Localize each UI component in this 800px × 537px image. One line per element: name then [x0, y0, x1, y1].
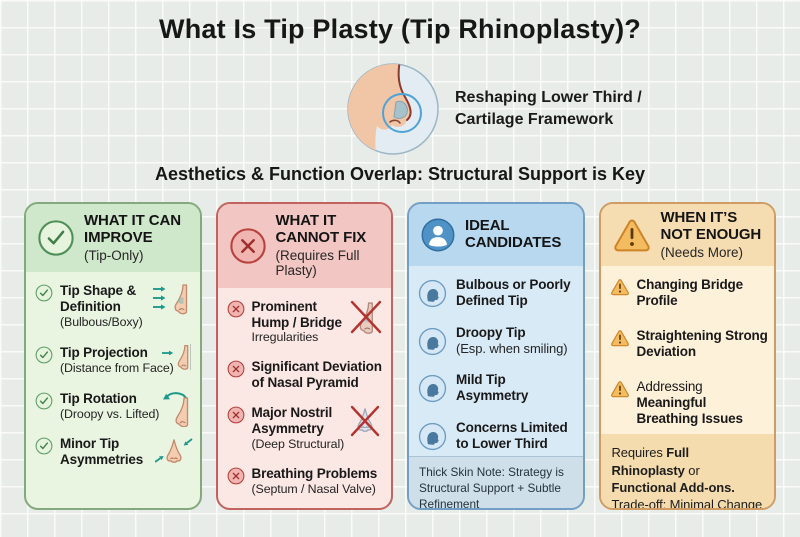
x-circle-icon [227, 360, 245, 378]
hero-section: Reshaping Lower Third / Cartilage Framew… [346, 62, 642, 156]
list-item: Straightening Strong Deviation [610, 328, 769, 360]
check-circle-icon [35, 392, 53, 410]
hero-caption: Reshaping Lower Third / Cartilage Framew… [455, 87, 642, 131]
card-title: WHEN IT’S NOT ENOUGH [660, 208, 762, 243]
x-circle-icon [229, 227, 267, 265]
warning-triangle-icon [612, 217, 652, 253]
hero-caption-line1: Reshaping Lower Third / [455, 88, 642, 106]
list-item: Tip Projection (Distance from Face) [35, 343, 194, 376]
card-title: WHAT IT CAN IMPROVE [84, 212, 181, 246]
list-item: Changing Bridge Profile [610, 277, 769, 309]
card-header: IDEAL CANDIDATES [409, 204, 583, 266]
check-circle-icon [35, 284, 53, 302]
card-when-its-not-enough: WHEN IT’S NOT ENOUGH (Needs More) Changi… [598, 202, 776, 510]
card-header: WHEN IT’S NOT ENOUGH (Needs More) [600, 204, 774, 266]
card-title: WHAT IT CANNOT FIX [275, 212, 367, 246]
card-what-it-can-improve: WHAT IT CAN IMPROVE (Tip-Only) Tip Shape… [24, 202, 202, 510]
check-circle-icon [35, 437, 53, 455]
trade-off-note: Requires Full Rhinoplasty or Functional … [600, 434, 774, 508]
check-circle-icon [37, 219, 75, 257]
page-title: What Is Tip Plasty (Tip Rhinoplasty)? [159, 14, 641, 44]
card-title: IDEAL CANDIDATES [465, 217, 562, 251]
warning-triangle-icon [610, 329, 630, 347]
list-item: Breathing Problems (Septum / Nasal Valve… [227, 466, 386, 497]
nose-front-arrows-icon [153, 434, 193, 473]
warning-triangle-icon [610, 380, 630, 398]
avatar-icon [418, 327, 447, 356]
nose-front-crossed-icon [346, 403, 384, 444]
card-subtitle: (Requires Full Plasty) [275, 247, 360, 279]
nose-side-arrows-icon [151, 281, 193, 324]
card-what-it-cannot-fix: WHAT IT CANNOT FIX (Requires Full Plasty… [215, 202, 393, 510]
list-item: Prominent Hump / Bridge Irregularities [227, 299, 386, 346]
thick-skin-note: Thick Skin Note: Strategy is Structural … [409, 456, 583, 508]
x-circle-icon [227, 406, 245, 424]
warning-triangle-icon [610, 278, 630, 296]
card-ideal-candidates: IDEAL CANDIDATES Bulbous or Poorly Defin… [407, 202, 585, 510]
check-circle-icon [35, 346, 53, 364]
list-item: Droopy Tip (Esp. when smiling) [418, 325, 577, 357]
list-item: Significant Deviation of Nasal Pyramid [227, 359, 386, 391]
list-item: Tip Shape & Definition (Bulbous/Boxy) [35, 283, 194, 330]
user-circle-icon [420, 217, 456, 253]
nose-side-arrow-icon [161, 343, 193, 376]
card-subtitle: (Tip-Only) [84, 247, 144, 263]
card-subtitle: (Needs More) [660, 244, 744, 260]
list-item: Concerns Limited to Lower Third [418, 420, 577, 452]
x-circle-icon [227, 467, 245, 485]
nose-side-crossed-icon [346, 297, 384, 342]
list-item: Minor Tip Asymmetries [35, 436, 194, 468]
hero-caption-line2: Cartilage Framework [455, 111, 614, 128]
list-item: Mild Tip Asymmetry [418, 372, 577, 404]
list-item: Bulbous or Poorly Defined Tip [418, 277, 577, 309]
list-item: Tip Rotation (Droopy vs. Lifted) [35, 391, 194, 427]
x-circle-icon [227, 300, 245, 318]
nose-side-rotate-icon [157, 389, 193, 432]
avatar-icon [418, 279, 447, 308]
avatar-icon [418, 422, 447, 451]
avatar-icon [418, 374, 447, 403]
list-item: Major Nostril Asymmetry (Deep Structural… [227, 405, 386, 452]
card-header: WHAT IT CANNOT FIX (Requires Full Plasty… [217, 204, 391, 288]
columns-row: WHAT IT CAN IMPROVE (Tip-Only) Tip Shape… [24, 202, 776, 510]
list-item: Addressing Meaningful Breathing Issues [610, 379, 769, 427]
page-subtitle: Aesthetics & Function Overlap: Structura… [154, 164, 646, 184]
card-header: WHAT IT CAN IMPROVE (Tip-Only) [26, 204, 200, 273]
nose-lower-third-illustration [346, 62, 440, 156]
